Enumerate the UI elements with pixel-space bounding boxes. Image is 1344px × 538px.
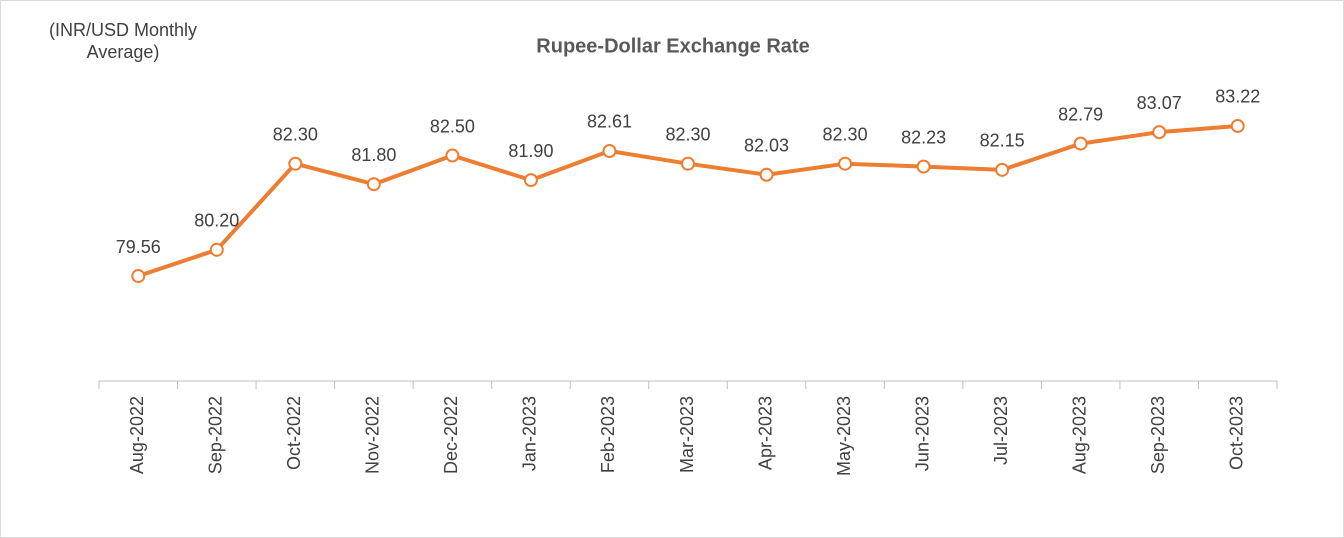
marker <box>1073 136 1088 151</box>
data-label: 82.30 <box>823 124 868 144</box>
data-label: 82.03 <box>744 136 789 156</box>
x-tick-label: Nov-2022 <box>363 396 383 474</box>
data-label: 82.23 <box>901 127 946 147</box>
data-label: 82.79 <box>1058 104 1103 124</box>
data-label: 82.30 <box>665 124 710 144</box>
marker <box>1230 118 1245 133</box>
marker <box>681 156 695 171</box>
x-tick-label: Oct-2023 <box>1226 396 1246 470</box>
data-label: 83.22 <box>1215 87 1260 107</box>
data-label: 82.61 <box>587 112 632 132</box>
marker <box>995 162 1010 177</box>
marker <box>602 143 617 158</box>
x-tick-label: Sep-2023 <box>1148 396 1168 474</box>
chart-title: Rupee-Dollar Exchange Rate <box>536 35 809 57</box>
marker <box>366 177 381 192</box>
x-tick-label: May-2023 <box>834 396 854 476</box>
marker <box>523 173 538 188</box>
data-label: 83.07 <box>1137 93 1182 113</box>
data-label: 82.30 <box>273 124 318 144</box>
x-tick-label: Mar-2023 <box>677 396 697 473</box>
line <box>137 123 1238 278</box>
x-tick-label: Jul-2023 <box>991 396 1011 465</box>
marker <box>916 159 931 174</box>
x-tick-label: Dec-2022 <box>441 396 461 474</box>
marker <box>445 148 460 163</box>
marker <box>131 269 146 284</box>
data-label: 80.20 <box>194 211 239 231</box>
marker <box>209 242 224 257</box>
marker <box>838 156 853 171</box>
marker <box>288 156 303 171</box>
data-label: 81.80 <box>351 145 396 165</box>
x-tick-label: Feb-2023 <box>598 396 618 473</box>
marker <box>759 167 774 182</box>
marker <box>1152 125 1167 140</box>
x-tick-label: Jun-2023 <box>912 396 932 471</box>
x-tick-label: Aug-2023 <box>1069 396 1089 474</box>
x-tick-label: Apr-2023 <box>755 396 775 470</box>
y-axis-label: (INR/USD Monthly Average) <box>48 20 198 62</box>
x-tick-label: Sep-2022 <box>206 396 226 474</box>
data-label: 81.90 <box>508 141 553 161</box>
data-label: 79.56 <box>116 237 161 257</box>
x-tick-label: Oct-2022 <box>284 396 304 470</box>
x-tick-label: Aug-2022 <box>127 396 147 474</box>
data-label: 82.50 <box>430 116 475 136</box>
data-label: 82.15 <box>980 131 1025 151</box>
x-tick-label: Jan-2023 <box>520 396 540 471</box>
